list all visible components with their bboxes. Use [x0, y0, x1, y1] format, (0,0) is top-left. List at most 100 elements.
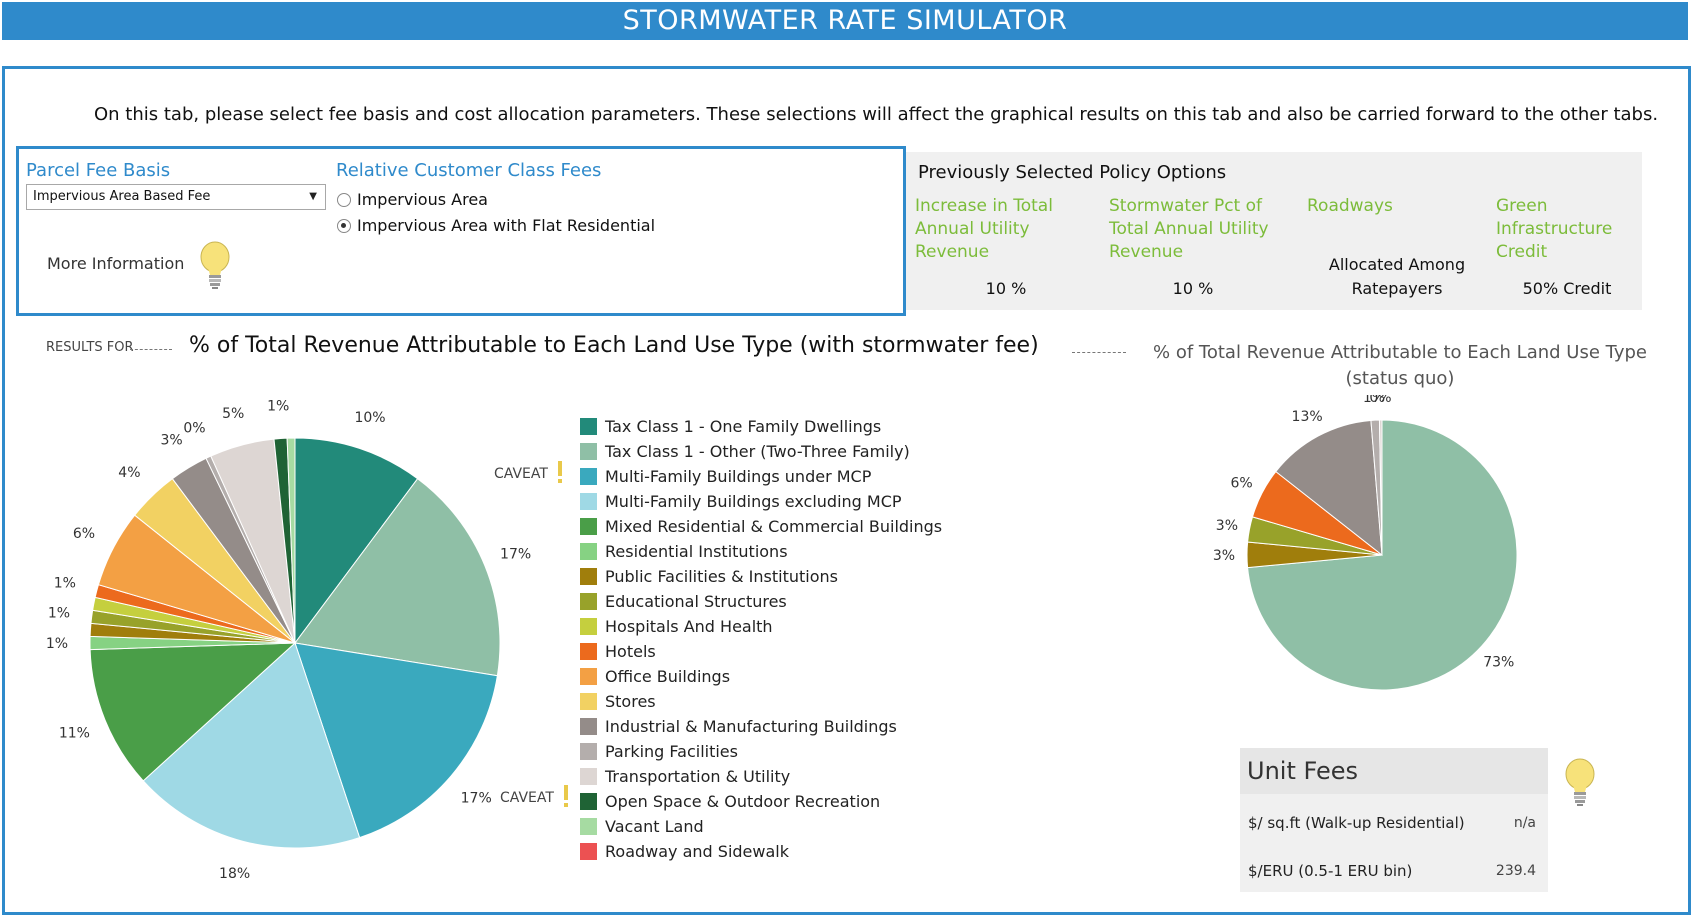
pie-data-label: 6%: [73, 526, 95, 542]
radio-impervious-flat-residential[interactable]: Impervious Area with Flat Residential: [337, 216, 655, 235]
legend-swatch: [580, 668, 597, 685]
pie-slice[interactable]: [294, 642, 498, 839]
legend-swatch: [580, 468, 597, 485]
pie-slice[interactable]: [89, 642, 297, 782]
legend-swatch: [580, 543, 597, 560]
legend-swatch: [580, 793, 597, 810]
caveat-label[interactable]: CAVEAT: [500, 790, 554, 806]
pie-data-label: 6%: [1230, 476, 1252, 492]
legend-item: Hospitals And Health: [580, 614, 942, 639]
legend-label: Transportation & Utility: [605, 767, 791, 786]
legend-item: Parking Facilities: [580, 739, 942, 764]
legend-label: Public Facilities & Institutions: [605, 567, 838, 586]
radio-button-selected[interactable]: [337, 219, 351, 233]
pie-data-label: 1%: [48, 606, 70, 622]
pie-slice[interactable]: [294, 437, 419, 645]
legend-label: Hospitals And Health: [605, 617, 773, 636]
page-title: STORMWATER RATE SIMULATOR: [2, 2, 1688, 40]
chart-legend: Tax Class 1 - One Family Dwellings Tax Cl…: [580, 414, 942, 864]
policy-value-revenue-increase: 10 %: [985, 279, 1027, 298]
pie-chart-status-quo: 73% 3% 3% 6% 13% 1%0%: [1213, 395, 1518, 691]
legend-swatch: [580, 643, 597, 660]
unit-fee-label: $/ERU (0.5-1 ERU bin): [1248, 862, 1413, 880]
pie-data-label: 0%: [1369, 395, 1391, 406]
unit-fee-value: 239.4: [1495, 863, 1536, 879]
intro-text: On this tab, please select fee basis and…: [94, 104, 1659, 125]
results-for-label: RESULTS FOR: [46, 340, 134, 355]
unit-fees-heading: Unit Fees: [1240, 748, 1548, 794]
radio-label: Impervious Area with Flat Residential: [357, 216, 656, 235]
more-information-link[interactable]: More Information: [47, 254, 185, 273]
customer-class-heading: Relative Customer Class Fees: [336, 160, 602, 181]
legend-swatch: [580, 843, 597, 860]
main-panel: [2, 66, 1691, 915]
legend-swatch: [580, 518, 597, 535]
legend-swatch: [580, 693, 597, 710]
legend-label: Educational Structures: [605, 592, 787, 611]
legend-label: Multi-Family Buildings under MCP: [605, 467, 872, 486]
legend-item: Multi-Family Buildings excluding MCP: [580, 489, 942, 514]
pie-chart-with-fee: 10% 17% 17% 18% 11% 1% 1% 1% 6% 4% 3%0% 5% 1%: [46, 400, 531, 882]
exclamation-icon: [558, 461, 562, 483]
legend-label: Open Space & Outdoor Recreation: [605, 792, 881, 811]
radio-button[interactable]: [337, 193, 351, 207]
lightbulb-icon[interactable]: [1563, 757, 1597, 807]
legend-label: Tax Class 1 - Other (Two-Three Family): [605, 442, 910, 461]
pie-slice[interactable]: [142, 642, 361, 849]
legend-label: Multi-Family Buildings excluding MCP: [605, 492, 902, 511]
legend-swatch: [580, 768, 597, 785]
parcel-fee-basis-heading: Parcel Fee Basis: [26, 160, 171, 181]
pie-slice[interactable]: [286, 437, 296, 644]
pie-data-label: 4%: [118, 465, 140, 481]
pie-slice[interactable]: [1275, 419, 1383, 557]
policy-value-green-infrastructure: 50% Credit: [1522, 279, 1612, 298]
fee-basis-select[interactable]: Impervious Area Based Fee ▼: [26, 184, 326, 210]
legend-item: Residential Institutions: [580, 539, 942, 564]
legend-item: Multi-Family Buildings under MCP: [580, 464, 942, 489]
pie-data-label: 73%: [1483, 654, 1514, 670]
legend-swatch: [580, 618, 597, 635]
legend-item: Educational Structures: [580, 589, 942, 614]
exclamation-icon: [564, 785, 568, 807]
pie-slice[interactable]: [294, 478, 501, 677]
lightbulb-icon[interactable]: [198, 240, 232, 290]
pie-slice[interactable]: [1378, 419, 1383, 556]
pie-data-label: 10%: [354, 410, 385, 426]
legend-item: Office Buildings: [580, 664, 942, 689]
radio-impervious-area[interactable]: Impervious Area: [337, 190, 488, 209]
legend-label: Office Buildings: [605, 667, 731, 686]
legend-swatch: [580, 743, 597, 760]
pie-data-label: 1%: [54, 576, 76, 592]
legend-swatch: [580, 818, 597, 835]
legend-item: Industrial & Manufacturing Buildings: [580, 714, 942, 739]
pie-data-label: 5%: [222, 406, 244, 422]
legend-item: Vacant Land: [580, 814, 942, 839]
policy-options-panel: Previously Selected Policy Options Incre…: [906, 152, 1642, 310]
legend-label: Industrial & Manufacturing Buildings: [605, 717, 897, 736]
policy-value-stormwater-pct: 10 %: [1172, 279, 1214, 298]
policy-value-roadways: Allocated Among Ratepayers: [1328, 255, 1466, 298]
legend-item: Tax Class 1 - Other (Two-Three Family): [580, 439, 942, 464]
parameter-panel: [16, 146, 906, 316]
legend-swatch: [580, 418, 597, 435]
unit-fee-label: $/ sq.ft (Walk-up Residential): [1248, 814, 1465, 832]
separator: [130, 349, 172, 350]
chart-title-with-fee: % of Total Revenue Attributable to Each …: [189, 333, 1039, 358]
legend-label: Vacant Land: [605, 817, 704, 836]
pie-data-label: 3%: [160, 433, 182, 449]
legend-label: Roadway and Sidewalk: [605, 842, 789, 861]
pie-data-label: 3%: [1216, 518, 1238, 534]
policy-label-roadways: Roadways: [1307, 196, 1393, 216]
legend-item: Public Facilities & Institutions: [580, 564, 942, 589]
caveat-label[interactable]: CAVEAT: [494, 466, 548, 482]
pie-data-label: 1%: [46, 636, 68, 652]
policy-label-stormwater-pct: Stormwater Pct of Total Annual Utility R…: [1109, 196, 1269, 262]
pie-data-label: 11%: [59, 725, 90, 741]
pie-data-label: 18%: [219, 866, 250, 882]
pie-data-label: 1%: [267, 400, 289, 415]
unit-fee-row: $/ERU (0.5-1 ERU bin) 239.4: [1240, 857, 1548, 887]
legend-label: Stores: [605, 692, 656, 711]
unit-fees-panel: Unit Fees $/ sq.ft (Walk-up Residential)…: [1240, 748, 1548, 892]
legend-label: Parking Facilities: [605, 742, 738, 761]
legend-swatch: [580, 718, 597, 735]
